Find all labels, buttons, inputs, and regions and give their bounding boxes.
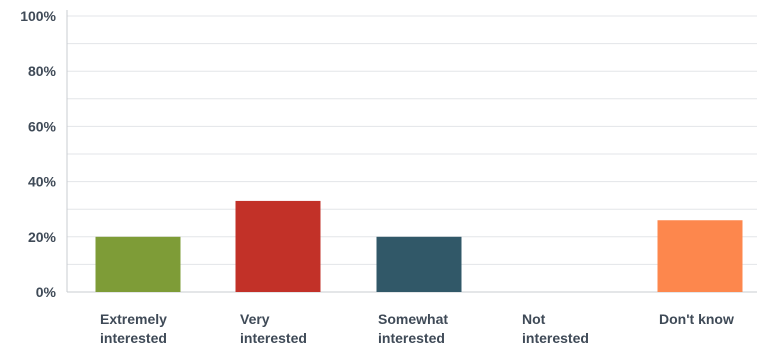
bar [376,236,462,292]
bar [235,200,321,292]
y-tick-label: 40% [28,174,57,190]
x-category-label-line: Don't know [659,311,734,327]
x-category-label-line: Very [240,311,270,327]
y-tick-labels: 0% 20% 40% 60% 80% 100% [20,8,56,300]
gridlines [67,15,757,265]
bar [95,236,181,292]
x-category-label: Very interested [240,311,307,346]
y-tick-label: 60% [28,118,57,134]
x-category-label-line: Extremely [100,311,167,327]
x-category-label: Not interested [522,311,589,346]
x-category-label: Somewhat interested [378,311,448,346]
x-category-label-line: interested [100,330,167,346]
x-category-label-line: Somewhat [378,311,448,327]
x-category-label-line: interested [378,330,445,346]
x-category-label: Extremely interested [100,311,167,346]
bars [95,200,743,292]
x-category-label-line: interested [240,330,307,346]
x-category-label: Don't know [659,311,734,327]
x-category-label-line: Not [522,311,546,327]
y-tick-label: 20% [28,229,57,245]
y-tick-label: 0% [36,284,57,300]
bar [657,220,743,292]
y-tick-label: 100% [20,8,56,24]
y-tick-label: 80% [28,63,57,79]
x-category-label-line: interested [522,330,589,346]
